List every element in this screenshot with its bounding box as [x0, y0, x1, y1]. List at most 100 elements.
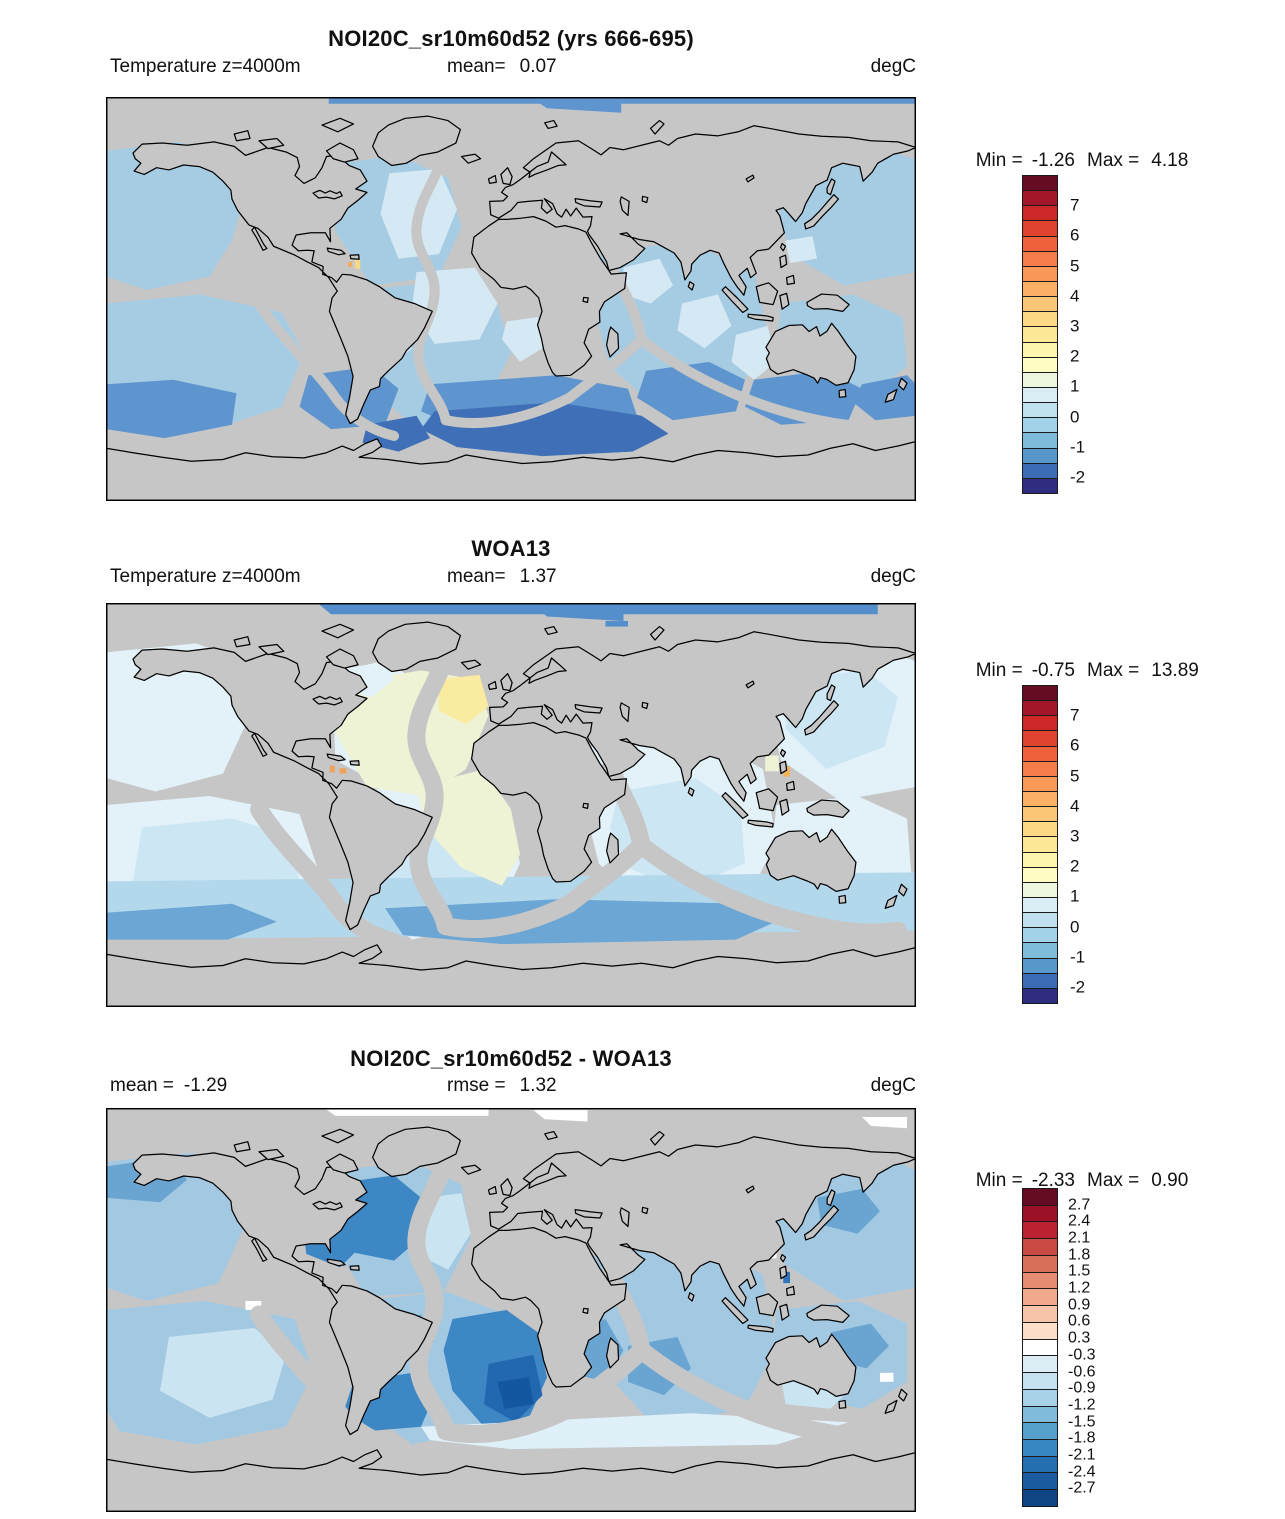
colorbar-tick-label: 1.5	[1068, 1263, 1091, 1281]
colorbar-segment	[1023, 280, 1057, 297]
minmax-readout: Min = -0.75 Max = 13.89	[975, 660, 1199, 681]
stat-row: Temperature z=4000m mean= 1.37 degC	[0, 566, 1285, 590]
colorbar-segment	[1023, 1288, 1057, 1306]
colorbar-tick-label: 2.1	[1068, 1229, 1091, 1247]
colorbar-segment	[1023, 235, 1057, 251]
colorbar-tick-label: 1	[1070, 376, 1080, 396]
colorbar-tick-label: 0.6	[1068, 1313, 1091, 1331]
colorbar-segment	[1023, 432, 1057, 448]
colorbar-tick-label: -2	[1070, 467, 1086, 487]
colorbar-segment	[1023, 896, 1057, 913]
colorbar-segment	[1023, 806, 1057, 822]
colorbar-tick-label: 7	[1070, 705, 1080, 725]
colorbar-segment	[1023, 851, 1057, 867]
colorbar-tick-label: 0.3	[1068, 1329, 1091, 1347]
colorbar-segment	[1023, 1321, 1057, 1339]
colorbar-segment	[1023, 402, 1057, 418]
colorbar-segment	[1023, 1388, 1057, 1406]
colorbar-tick-label: 0.9	[1068, 1296, 1091, 1314]
colorbar-segment	[1023, 356, 1057, 372]
colorbar-segment	[1023, 1422, 1057, 1440]
colorbar-segment	[1023, 386, 1057, 403]
colorbar-tick-label: 6	[1070, 735, 1080, 755]
map-obs	[106, 603, 916, 1007]
stat-row: mean = -1.29 rmse = 1.32 degC	[0, 1075, 1285, 1099]
colorbar-segment	[1023, 745, 1057, 761]
colorbar-tick-label: 4	[1070, 796, 1080, 816]
colorbar-tick-label: -1	[1070, 947, 1086, 967]
colorbar-segment	[1023, 1472, 1057, 1490]
colorbar-segment	[1023, 836, 1057, 852]
colorbar-tick-label: 6	[1070, 225, 1080, 245]
colorbar-tick-label: 2.4	[1068, 1213, 1091, 1231]
colorbar-segment	[1023, 311, 1057, 327]
colorbar-segment	[1023, 775, 1057, 791]
colorbar-segment	[1023, 1221, 1057, 1239]
colorbar-segment	[1023, 447, 1057, 463]
colorbar-segment	[1023, 1305, 1057, 1322]
unit-label: degC	[870, 566, 916, 587]
colorbar-segment	[1023, 417, 1057, 433]
map-model	[106, 97, 916, 501]
panel-title: WOA13	[471, 536, 551, 562]
mean-stat: mean= 0.07	[447, 56, 557, 77]
colorbar-tick-label: 5	[1070, 766, 1080, 786]
colorbar-segment	[1023, 866, 1057, 882]
rmse-stat: rmse = 1.32	[447, 1075, 557, 1096]
colorbar-tick-label: 2	[1070, 856, 1080, 876]
colorbar-segment	[1023, 686, 1057, 701]
colorbar-tick-label: 3	[1070, 826, 1080, 846]
colorbar-tick-label: 1.8	[1068, 1246, 1091, 1264]
variable-label: Temperature z=4000m	[110, 566, 301, 587]
colorbar-segment	[1023, 881, 1057, 897]
colorbar-tick-label: 0	[1070, 917, 1080, 937]
colorbar-obs: 7 6 5 4 3 2 1 0 -1 -2	[1022, 685, 1085, 1004]
colorbar-segment	[1023, 715, 1057, 731]
colorbar-segment	[1023, 205, 1057, 221]
colorbar-tick-label: 5	[1070, 256, 1080, 276]
colorbar-segment	[1023, 250, 1057, 266]
map-difference	[106, 1108, 916, 1512]
unit-label: degC	[870, 1075, 916, 1096]
colorbar-tick-label: -0.9	[1068, 1379, 1096, 1397]
colorbar-segment	[1023, 1254, 1057, 1272]
colorbar-segment	[1023, 220, 1057, 236]
colorbar-tick-label: 3	[1070, 316, 1080, 336]
colorbar-segment	[1023, 987, 1057, 1003]
stat-row: Temperature z=4000m mean= 0.07 degC	[0, 56, 1285, 80]
colorbar-segment	[1023, 1189, 1057, 1205]
colorbar-tick-label: 2.7	[1068, 1196, 1091, 1214]
unit-label: degC	[870, 56, 916, 77]
colorbar-segment	[1023, 942, 1057, 958]
colorbar-tick-label: 2	[1070, 346, 1080, 366]
mean-stat: mean = -1.29	[110, 1075, 228, 1096]
mean-stat: mean= 1.37	[447, 566, 557, 587]
colorbar-segment	[1023, 730, 1057, 746]
colorbar-segment	[1023, 1489, 1057, 1506]
colorbar-tick-label: 1.2	[1068, 1279, 1091, 1297]
colorbar-tick-label: -0.6	[1068, 1363, 1096, 1381]
colorbar-difference: 2.7 2.4 2.1 1.8 1.5 1.2 0.9 0.6 0.3 -0.3 -0.6 -0.9-…	[1022, 1188, 1096, 1507]
colorbar-segment	[1023, 1355, 1057, 1373]
colorbar-tick-label: -1.2	[1068, 1396, 1096, 1414]
colorbar-tick-label: -2.7	[1068, 1479, 1096, 1497]
colorbar-segment	[1023, 1372, 1057, 1389]
colorbar-tick-label: -1.5	[1068, 1413, 1096, 1431]
colorbar-tick-label: -1	[1070, 437, 1086, 457]
colorbar-segment	[1023, 927, 1057, 943]
colorbar-segment	[1023, 326, 1057, 342]
colorbar-segment	[1023, 1271, 1057, 1289]
colorbar-segment	[1023, 1405, 1057, 1423]
variable-label: Temperature z=4000m	[110, 56, 301, 77]
colorbar-tick-label: 4	[1070, 286, 1080, 306]
colorbar-segment	[1023, 760, 1057, 776]
colorbar-segment	[1023, 1238, 1057, 1255]
colorbar-segment	[1023, 972, 1057, 988]
panel-title: NOI20C_sr10m60d52 - WOA13	[350, 1046, 672, 1072]
colorbar-tick-label: -2.1	[1068, 1446, 1096, 1464]
colorbar-segment	[1023, 462, 1057, 478]
colorbar-tick-label: -2.4	[1068, 1463, 1096, 1481]
colorbar-segment	[1023, 912, 1057, 928]
colorbar-segment	[1023, 1338, 1057, 1356]
